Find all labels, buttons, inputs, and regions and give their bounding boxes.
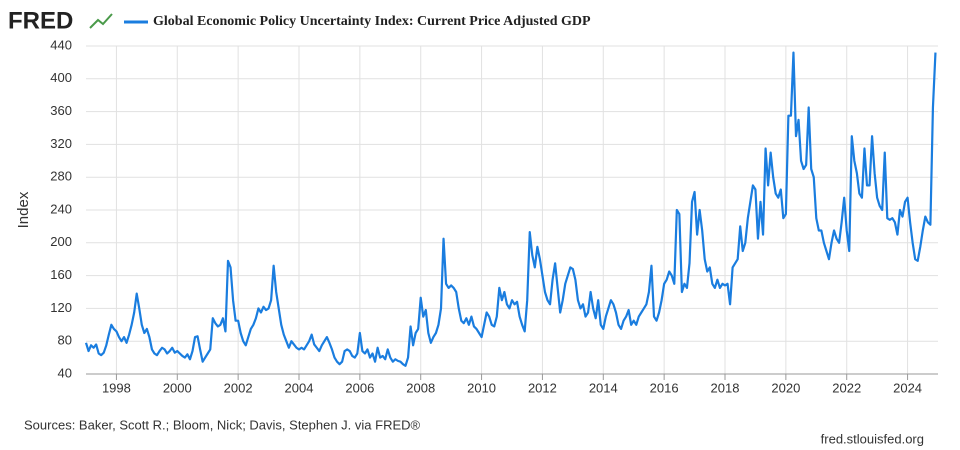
y-tick-label: 40 — [58, 365, 72, 380]
y-tick-label: 360 — [50, 103, 72, 118]
x-tick-label: 2004 — [285, 380, 314, 395]
series-line — [84, 51, 937, 367]
x-tick-label: 2002 — [224, 380, 253, 395]
x-tick-label: 2006 — [345, 380, 374, 395]
y-tick-label: 240 — [50, 201, 72, 216]
x-tick-label: 2022 — [832, 380, 861, 395]
source: Sources: Baker, Scott R.; Bloom, Nick; D… — [24, 417, 421, 432]
x-tick-label: 2018 — [711, 380, 740, 395]
x-tick-label: 2000 — [163, 380, 192, 395]
y-tick-label: 320 — [50, 136, 72, 151]
y-tick-label: 160 — [50, 267, 72, 282]
x-tick-label: 2024 — [893, 380, 922, 395]
y-tick-label: 280 — [50, 169, 72, 184]
brand-logo: FRED — [8, 7, 73, 34]
x-tick-label: 2014 — [589, 380, 618, 395]
y-tick-label: 120 — [50, 300, 72, 315]
x-tick-label: 2012 — [528, 380, 557, 395]
x-tick-label: 2008 — [406, 380, 435, 395]
x-tick-label: 2020 — [771, 380, 800, 395]
y-tick-label: 200 — [50, 234, 72, 249]
x-tick-label: 1998 — [102, 380, 131, 395]
credit: fred.stlouisfed.org — [821, 431, 924, 446]
y-tick-label: 440 — [50, 37, 72, 52]
x-tick-label: 2010 — [467, 380, 496, 395]
y-axis-label: Index — [15, 191, 32, 228]
chart-title: Global Economic Policy Uncertainty Index… — [153, 14, 591, 29]
x-tick-label: 2016 — [650, 380, 679, 395]
logo-icon — [89, 13, 113, 29]
y-tick-label: 80 — [58, 333, 72, 348]
y-tick-label: 400 — [50, 70, 72, 85]
